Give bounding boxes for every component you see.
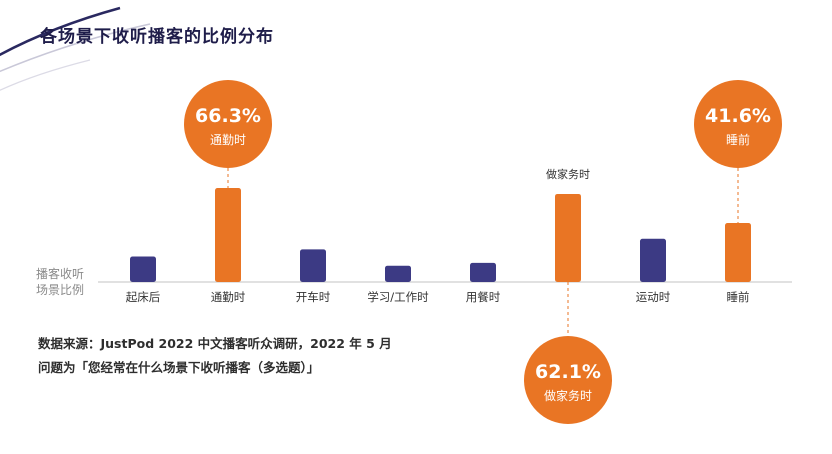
callout-circle-1 [184,80,272,168]
source-note-line2: 问题为「您经常在什么场景下收听播客（多选题）」 [38,360,320,375]
data-label-7: 41.6% [705,105,771,127]
tick-label-2: 开车时 [296,290,331,304]
bar-0 [130,256,156,282]
arc-dark [0,6,121,57]
callout-circle-5 [524,336,612,424]
data-label-5: 62.1% [535,361,601,383]
tick-label-6: 运动时 [636,290,671,304]
page-title: 各场景下收听播客的比例分布 [40,27,274,47]
tick-label-1: 通勤时 [211,290,246,304]
source-note: 数据来源：JustPod 2022 中文播客听众调研，2022 年 5 月 问题… [38,332,392,380]
bar-5 [555,193,581,282]
top-category-label-5: 做家务时 [546,167,590,181]
tick-label-3: 学习/工作时 [367,290,429,304]
bar-1 [215,188,241,282]
bar-6 [640,238,666,282]
bar-2 [300,249,326,282]
tick-label-0: 起床后 [126,290,161,304]
callout-circle-7 [694,80,782,168]
bar-3 [385,265,411,282]
tick-label-7: 睡前 [727,290,750,304]
y-axis-label-line1: 播客收听 [36,267,85,281]
y-axis-label: 播客收听 场景比例 [36,266,84,298]
tick-label-4: 用餐时 [466,290,501,304]
bar-7 [725,223,751,282]
bar-4 [470,262,496,282]
callout-category-5: 做家务时 [544,388,592,403]
callout-category-7: 睡前 [726,132,750,147]
y-axis-label-line2: 场景比例 [36,283,85,297]
callout-category-1: 通勤时 [210,133,246,147]
arc-faint [0,59,91,91]
arc-light [0,23,151,73]
source-note-line1: 数据来源：JustPod 2022 中文播客听众调研，2022 年 5 月 [38,336,392,351]
data-label-1: 66.3% [195,105,261,127]
